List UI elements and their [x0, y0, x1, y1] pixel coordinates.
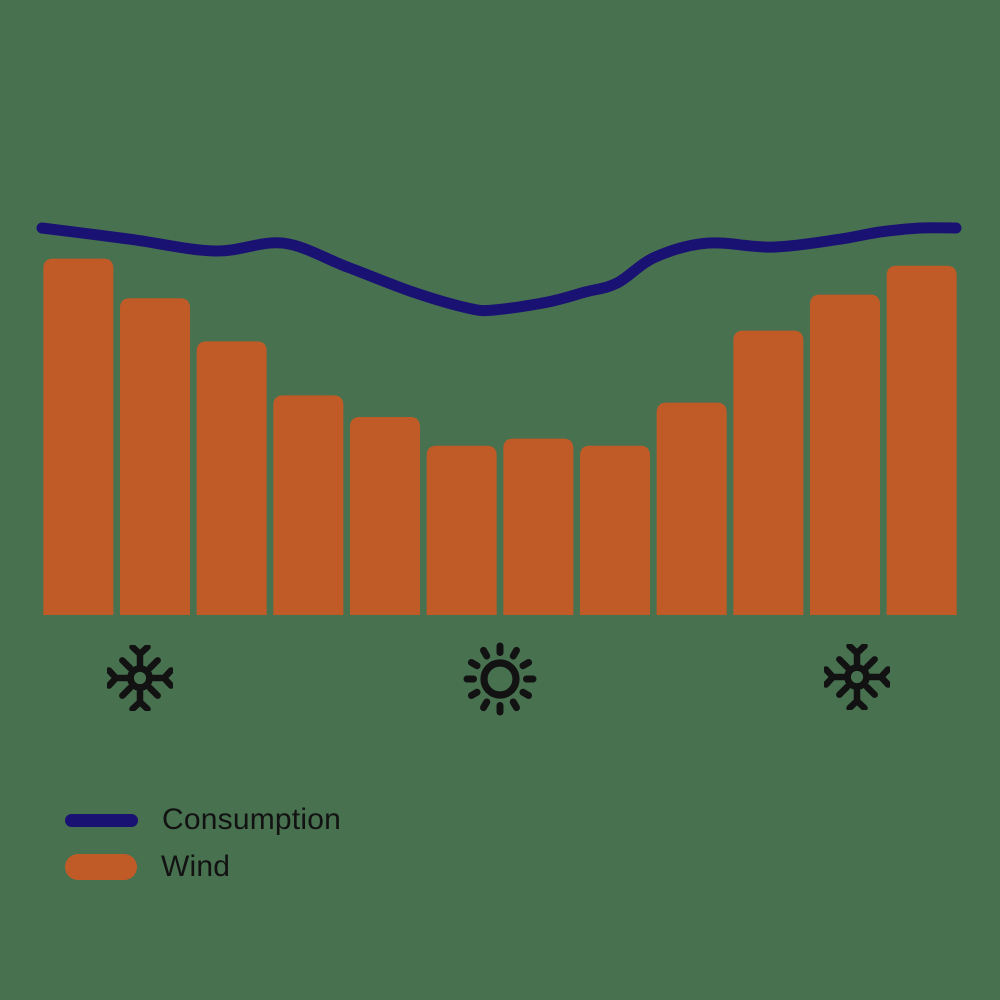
wind-bar-month-10 — [733, 330, 804, 615]
wind-bar-month-7 — [503, 438, 574, 615]
legend-item-consumption: Consumption — [65, 803, 341, 837]
wind-bar-month-3 — [196, 341, 267, 615]
wind-bar-month-12 — [886, 265, 957, 615]
legend-item-wind: Wind — [65, 850, 341, 884]
sun-icon — [463, 642, 537, 716]
legend-label-wind: Wind — [161, 850, 231, 883]
snowflake-icon — [824, 644, 890, 710]
wind-bar-month-2 — [120, 298, 190, 615]
consumption-line — [36, 222, 962, 317]
legend-label-consumption: Consumption — [162, 803, 341, 836]
wind-bar-month-9 — [656, 402, 727, 615]
wind-bar-month-1 — [43, 258, 114, 615]
wind-bar-month-4 — [273, 395, 344, 615]
wind-bar-month-8 — [580, 445, 650, 615]
consumption-line-swatch — [65, 813, 138, 827]
legend: Consumption Wind — [65, 803, 341, 884]
snowflake-icon — [107, 645, 173, 711]
wind-bar-month-6 — [426, 445, 497, 615]
wind-bar-month-11 — [810, 294, 880, 615]
wind-bar-swatch — [65, 854, 137, 880]
wind-bar-month-5 — [350, 417, 420, 615]
